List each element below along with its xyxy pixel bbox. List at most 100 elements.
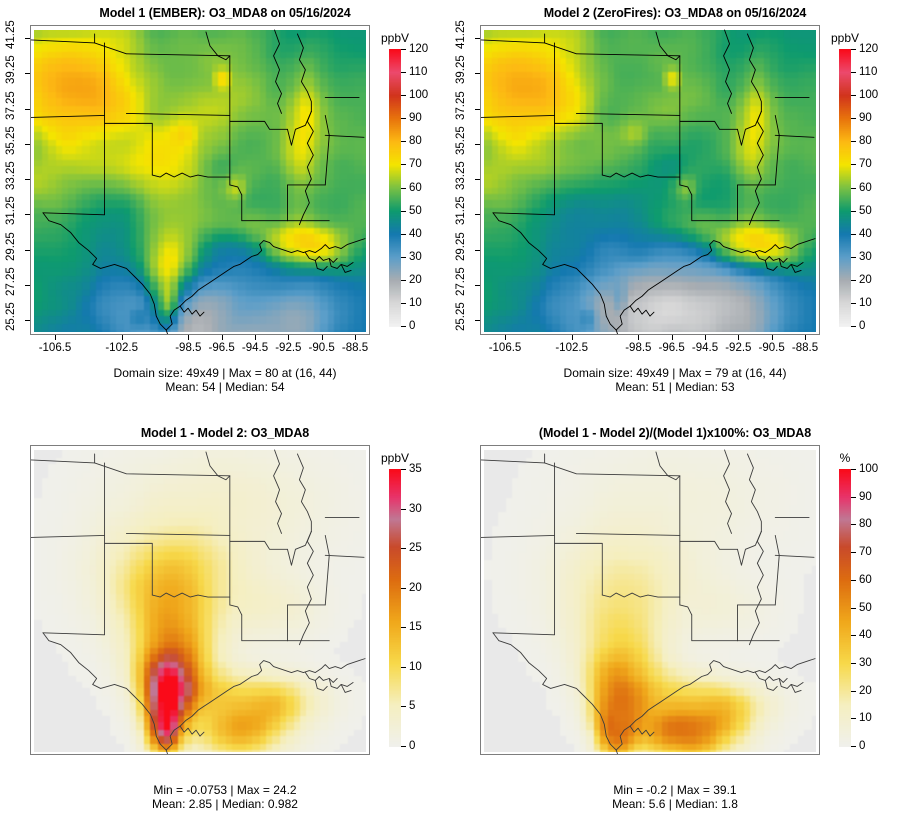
y-tick-label: 31.25 <box>5 196 17 226</box>
colorbar-tick-mark <box>851 662 856 664</box>
colorbar-tick-mark <box>401 141 406 143</box>
y-tick-label: 27.25 <box>455 267 467 296</box>
colorbar-tick-label: 10 <box>409 296 422 309</box>
y-tick-mark <box>475 38 480 40</box>
colorbar-tick-mark <box>401 627 406 629</box>
x-tick-label: -88.5 <box>791 342 819 354</box>
colorbar-tick-label: 30 <box>409 250 422 263</box>
colorbar-tick-mark <box>401 587 406 589</box>
panel-footer-model1: Domain size: 49x49 | Max = 80 at (16, 44… <box>0 366 450 394</box>
colorbar-tick-label: 15 <box>409 621 422 634</box>
colorbar-tick-label: 0 <box>859 320 866 332</box>
colorbar-model1: ppbV 0 10 20 30 40 50 60 70 80 90 100 110 120 <box>375 25 450 335</box>
colorbar-tick-mark <box>851 95 856 97</box>
colorbar-unit-label: ppbV <box>380 451 410 465</box>
colorbar-tick-mark <box>401 210 406 212</box>
x-tick-mark <box>121 335 123 340</box>
x-tick-label: -96.5 <box>658 342 685 354</box>
colorbar-tick-mark <box>401 302 406 304</box>
plot-area-difference <box>30 445 370 755</box>
colorbar-tick-mark <box>401 326 406 327</box>
y-tick-mark <box>475 143 480 145</box>
colorbar-percent-difference: % 0 10 20 30 40 50 60 70 80 90 100 <box>825 445 900 755</box>
y-tick-label: 39.25 <box>5 55 17 85</box>
colorbar-tick-label: 120 <box>409 43 429 55</box>
colorbar-tick-mark <box>851 326 856 327</box>
y-tick-mark <box>475 320 480 322</box>
x-tick-label: -92.5 <box>275 342 302 354</box>
colorbar-tick-label: 70 <box>409 158 422 171</box>
colorbar-tick-mark <box>851 164 856 166</box>
colorbar-tick-label: 90 <box>859 112 872 125</box>
x-tick-mark <box>505 335 506 340</box>
footer-line-1: Min = -0.0753 | Max = 24.2 <box>153 783 297 797</box>
colorbar-tick-mark <box>401 95 406 97</box>
y-tick-mark <box>25 143 30 145</box>
y-tick-mark <box>25 73 30 75</box>
colorbar-tick-mark <box>401 49 406 50</box>
panel-model2: Model 2 (ZeroFires): O3_MDA8 on 05/16/20… <box>450 0 900 410</box>
x-tick-mark <box>771 335 773 340</box>
x-tick-label: -96.5 <box>208 342 235 354</box>
panel-percent-difference: (Model 1 - Model 2)/(Model 1)x100%: O3_M… <box>450 420 900 840</box>
colorbar-tick-mark <box>851 469 856 470</box>
colorbar-tick-mark <box>401 548 406 550</box>
y-tick-mark <box>25 284 30 286</box>
colorbar-tick-label: 70 <box>859 546 872 559</box>
x-tick-mark <box>221 335 223 340</box>
colorbar-model2: ppbV 0 10 20 30 40 50 60 70 80 90 100 110 120 <box>825 25 900 335</box>
footer-line-1: Domain size: 49x49 | Max = 80 at (16, 44… <box>113 366 337 380</box>
colorbar-tick-label: 40 <box>859 629 872 642</box>
colorbar-tick-label: 30 <box>859 656 872 669</box>
x-tick-label: -92.5 <box>725 342 752 354</box>
colorbar-tick-label: 10 <box>859 712 872 725</box>
y-tick-mark <box>475 73 480 75</box>
x-tick-label: -102.5 <box>555 342 588 354</box>
colorbar-tick-mark <box>851 210 856 212</box>
y-tick-mark <box>25 320 30 322</box>
x-tick-mark <box>321 335 323 340</box>
colorbar-unit-label: % <box>839 451 851 465</box>
colorbar-tick-label: 20 <box>409 273 422 286</box>
y-tick-mark <box>25 108 30 110</box>
panel-title-difference: Model 1 - Model 2: O3_MDA8 <box>140 426 310 440</box>
colorbar-tick-mark <box>851 690 856 692</box>
y-tick-label: 37.25 <box>455 90 467 120</box>
colorbar-tick-label: 10 <box>409 660 422 673</box>
colorbar-tick-mark <box>401 118 406 120</box>
x-axis-model2: -106.5 -102.5 -98.5 -96.5 -94.5 -92.5 -90.5 -88… <box>480 335 820 359</box>
y-tick-mark <box>25 214 30 216</box>
panel-model1: Model 1 (EMBER): O3_MDA8 on 05/16/2024 -… <box>0 0 450 410</box>
colorbar-gradient <box>839 469 851 747</box>
panel-difference: Model 1 - Model 2: O3_MDA8 Min = -0.0753… <box>0 420 450 840</box>
y-tick-mark <box>475 284 480 286</box>
x-tick-label: -106.5 <box>488 342 522 354</box>
colorbar-unit-label: ppbV <box>380 31 410 45</box>
colorbar-tick-label: 110 <box>859 66 878 79</box>
x-tick-mark <box>571 335 573 340</box>
footer-line-2: Mean: 5.6 | Median: 1.8 <box>612 797 738 811</box>
x-tick-mark <box>188 335 190 340</box>
colorbar-tick-label: 100 <box>859 463 879 475</box>
colorbar-tick-mark <box>851 187 856 189</box>
y-axis-model2: 25.25 27.25 29.25 31.25 33.25 35.25 37.25 39.25… <box>450 20 480 335</box>
footer-line-2: Mean: 54 | Median: 54 <box>165 380 285 394</box>
colorbar-tick-mark <box>401 256 406 258</box>
y-axis-model1: 25.25 27.25 29.25 31.25 33.25 35.25 37.25 39.25… <box>0 20 30 335</box>
y-tick-label: 25.25 <box>5 302 17 332</box>
colorbar-tick-mark <box>401 508 406 510</box>
colorbar-tick-label: 20 <box>409 581 422 594</box>
colorbar-tick-mark <box>851 579 856 581</box>
colorbar-difference: ppbV 0 5 10 15 20 25 30 35 <box>375 445 450 755</box>
colorbar-tick-mark <box>401 164 406 166</box>
x-tick-mark <box>671 335 673 340</box>
y-tick-mark <box>25 38 30 40</box>
x-tick-label: -102.5 <box>105 342 138 354</box>
y-tick-label: 37.25 <box>5 90 17 120</box>
colorbar-tick-mark <box>401 666 406 668</box>
colorbar-tick-mark <box>851 141 856 143</box>
y-tick-mark <box>475 249 480 251</box>
panel-title-model2: Model 2 (ZeroFires): O3_MDA8 on 05/16/20… <box>543 6 807 20</box>
x-tick-mark <box>638 335 640 340</box>
